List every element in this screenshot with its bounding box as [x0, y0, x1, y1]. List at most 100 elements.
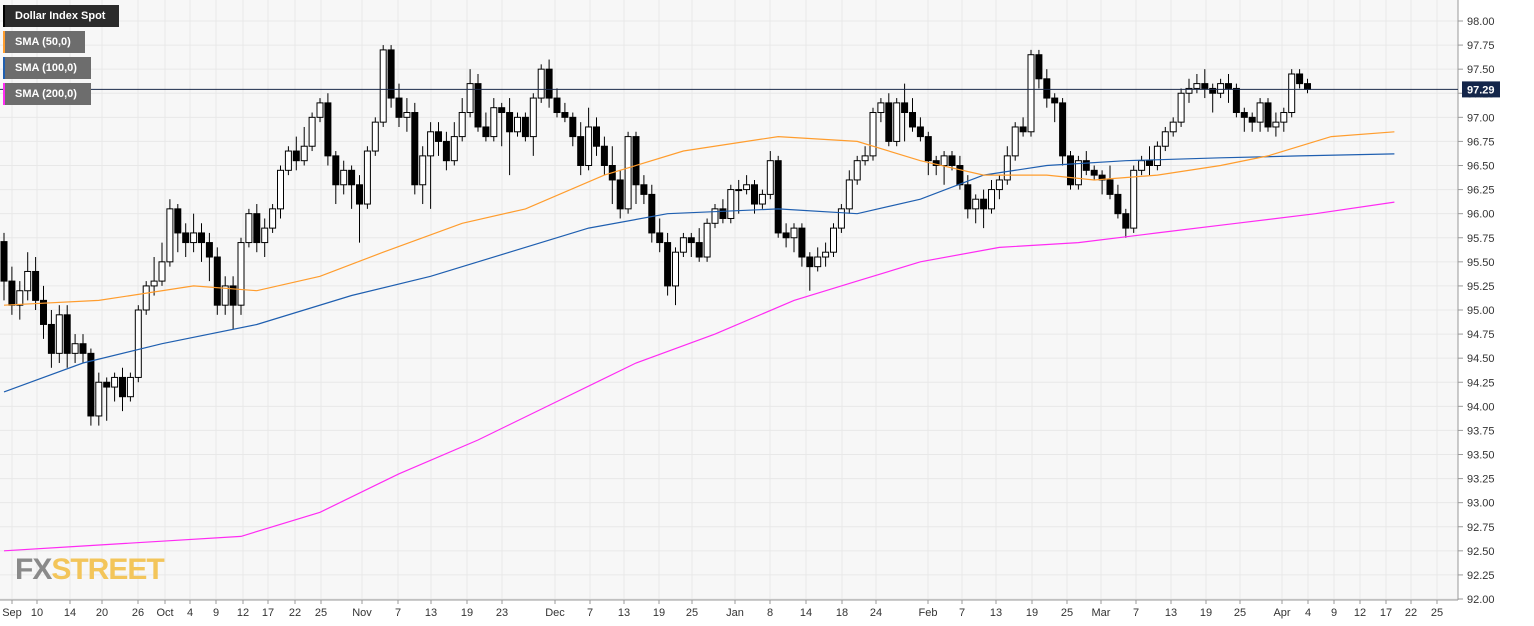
candle-body — [545, 68, 553, 99]
candle-body — [995, 179, 1003, 191]
candle-body — [640, 184, 648, 195]
candle-body — [1288, 73, 1296, 114]
candle-body — [245, 213, 253, 244]
x-tick-label: 7 — [587, 607, 593, 619]
candle-body — [956, 165, 964, 186]
candle-body — [790, 227, 798, 239]
candle-body — [379, 49, 387, 123]
candle — [1011, 122, 1019, 161]
candle-body — [624, 136, 632, 210]
candle — [190, 213, 198, 253]
candle-body — [506, 112, 514, 133]
logo-fx: FX — [15, 553, 52, 586]
candle — [356, 175, 363, 243]
y-tick-label: 97.50 — [1467, 64, 1495, 76]
x-tick-label: 22 — [1405, 607, 1417, 619]
candle-body — [727, 189, 735, 219]
x-tick-label: 18 — [836, 607, 848, 619]
candle — [845, 170, 853, 214]
y-tick-label: 93.00 — [1467, 498, 1495, 510]
candle — [482, 112, 490, 142]
candle — [751, 179, 758, 214]
candle-body — [229, 285, 237, 306]
candle — [1090, 165, 1098, 180]
legend-label-sma-50: SMA (50,0) — [3, 31, 85, 53]
candle-body — [16, 290, 24, 306]
candle-body — [695, 242, 703, 258]
candle — [995, 175, 1003, 200]
candle — [1248, 112, 1256, 132]
legend: Dollar Index Spot SMA (50,0) SMA (100,0)… — [3, 5, 120, 109]
candle — [466, 69, 474, 118]
y-tick-label: 96.75 — [1467, 136, 1495, 148]
candle — [24, 252, 32, 301]
candle-body — [1177, 92, 1185, 123]
candle — [442, 131, 450, 171]
candle — [924, 131, 932, 176]
y-tick-label: 93.25 — [1467, 474, 1495, 486]
candle — [909, 98, 916, 132]
y-tick-label: 94.00 — [1467, 401, 1495, 413]
legend-item-sma-50[interactable]: SMA (50,0) — [3, 31, 119, 53]
candle-body — [87, 352, 95, 417]
candle — [292, 136, 300, 171]
candle — [1288, 69, 1296, 118]
candle — [569, 112, 577, 147]
candle-body — [703, 222, 711, 258]
x-tick-label: 25 — [315, 607, 327, 619]
candle — [403, 98, 411, 132]
candle — [545, 59, 553, 108]
candle — [687, 232, 695, 258]
x-tick-label: 4 — [1305, 607, 1311, 619]
candle — [885, 93, 893, 147]
candle — [174, 204, 182, 253]
candle — [806, 252, 814, 291]
candle-body — [885, 102, 893, 142]
y-tick-label: 96.00 — [1467, 209, 1495, 221]
candle — [198, 223, 205, 262]
x-tick-label: 23 — [496, 607, 508, 619]
candle — [1240, 107, 1248, 132]
y-tick-label: 94.25 — [1467, 377, 1495, 389]
y-tick-label: 95.50 — [1467, 257, 1495, 269]
candle — [363, 146, 371, 209]
candle-body — [514, 116, 521, 133]
candle — [458, 98, 466, 142]
candle-body — [537, 68, 545, 99]
candle-body — [916, 126, 924, 138]
candle — [743, 175, 751, 195]
candle — [158, 242, 166, 286]
candle — [1059, 98, 1067, 166]
candle-body — [529, 97, 537, 138]
candle — [142, 281, 150, 315]
x-tick-label: Mar — [1092, 607, 1111, 619]
candle-body — [474, 83, 482, 128]
candle-body — [40, 299, 47, 325]
candle — [1169, 117, 1177, 137]
legend-item-sma-100[interactable]: SMA (100,0) — [3, 57, 119, 79]
candle-body — [1027, 54, 1035, 133]
candle — [624, 131, 632, 214]
candle — [672, 247, 679, 306]
candle — [379, 45, 387, 127]
legend-label-dollar-index: Dollar Index Spot — [3, 5, 120, 27]
candle-body — [1185, 87, 1193, 94]
candle — [853, 155, 861, 185]
candle-body — [1193, 83, 1201, 89]
candle — [269, 204, 277, 233]
candle — [79, 334, 87, 363]
candle — [1161, 126, 1169, 152]
candle-body — [553, 97, 561, 114]
candle — [664, 232, 672, 296]
candle-body — [1248, 116, 1256, 123]
candle — [40, 285, 47, 339]
candle-body — [1232, 87, 1240, 114]
legend-item-dollar-index[interactable]: Dollar Index Spot — [3, 5, 120, 27]
legend-item-sma-200[interactable]: SMA (200,0) — [3, 83, 119, 105]
candle-body — [616, 179, 624, 210]
candle-body — [356, 184, 363, 205]
candle — [869, 107, 877, 161]
candle-body — [893, 102, 901, 142]
candle — [1256, 98, 1264, 132]
y-tick-label: 95.00 — [1467, 305, 1495, 317]
